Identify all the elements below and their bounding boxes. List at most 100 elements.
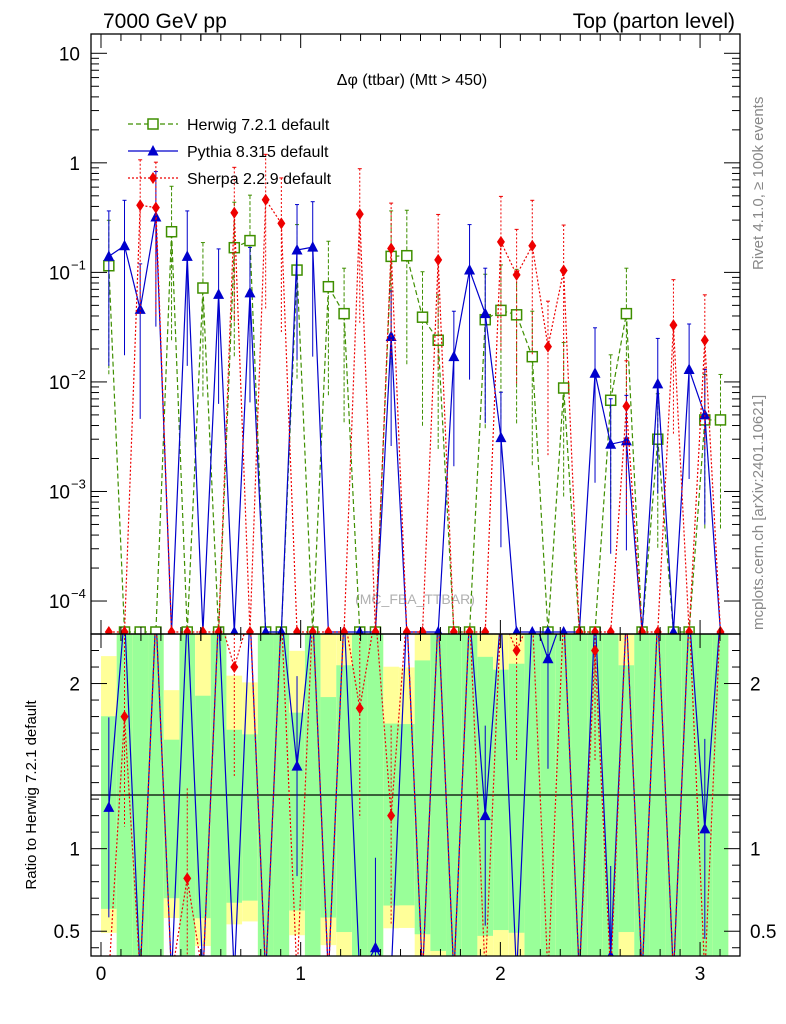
ratio-point [591,644,600,657]
data-point [181,250,193,261]
ratio-band-1sigma [320,697,337,918]
data-point [559,626,568,634]
data-point [622,400,631,413]
data-point [277,626,286,634]
data-point [338,307,350,320]
data-point [355,626,364,634]
data-point [685,626,694,634]
ratio-band-1sigma [618,665,635,933]
data-point [669,626,678,634]
data-point [213,288,225,299]
legend-marker [149,172,157,184]
data-point [261,626,270,634]
y-tick-label: 10 [59,44,80,65]
data-point [261,193,270,206]
series-1 [103,171,725,634]
x-tick-label: 1 [295,964,306,985]
ratio-band-1sigma [508,663,525,933]
data-point [324,626,333,634]
series-line [108,216,722,633]
data-point [277,217,286,230]
ratio-band-1sigma [399,724,415,906]
data-point [559,264,568,277]
ratio-y-tick-label-right: 1 [750,840,761,861]
data-point [120,626,129,634]
data-point [291,244,303,255]
data-point [322,280,335,293]
ratio-point [607,950,614,956]
data-point [401,249,413,262]
y-tick-label: 1 [69,154,80,175]
y-tick-label: 10 [49,592,70,613]
data-point [557,382,570,394]
y-tick-label: 10 [49,373,70,394]
ratio-band-1sigma [430,634,446,951]
ratio-point [542,652,554,664]
ratio-y-tick-label: 2 [69,675,80,696]
legend-label: Pythia 8.315 default [187,144,329,161]
ratio-y-tick-label: 0.5 [54,922,80,943]
header-left: 7000 GeV pp [103,10,227,33]
data-point [528,239,537,252]
ratio-band-1sigma [226,729,243,903]
data-point [165,225,178,238]
data-point [244,234,256,247]
main-series-layer [103,153,727,634]
ratio-band-1sigma [195,695,211,919]
ratio-point [355,702,364,715]
ratio-band-1sigma [242,734,258,901]
data-point [136,199,145,212]
data-point [449,626,458,634]
data-point [620,434,632,446]
data-point [244,286,256,298]
data-point [104,626,113,634]
ratio-point [369,941,381,953]
data-point [183,626,192,634]
data-point [512,626,521,634]
data-point [683,363,695,374]
ratio-series-layer [103,634,721,956]
rivet-version-label: Rivet 4.1.0, ≥ 100k events [750,97,767,270]
data-point [699,408,711,420]
ratio-band-1sigma [493,669,509,931]
data-point [371,626,380,634]
data-point [606,626,615,634]
ratio-series-1 [109,634,721,956]
data-point [512,268,521,281]
data-point [700,334,709,347]
mcplots-label: mcplots.cern.ch [arXiv:2401.10621] [750,395,767,630]
data-point [151,201,160,214]
data-point [605,438,617,449]
data-point [543,626,553,634]
y-tick-label: 10 [49,263,70,284]
ratio-band-1sigma [336,665,352,933]
data-point [245,626,254,634]
data-point [293,626,302,634]
series-2 [104,153,725,634]
ratio-y-tick-label: 1 [69,840,80,861]
data-point [340,626,349,634]
ratio-point [183,872,192,885]
header-right: Top (parton level) [573,10,735,33]
data-point [402,626,411,634]
data-point [119,239,131,251]
legend-marker [147,145,159,156]
data-point [495,431,507,443]
data-point [669,319,678,332]
data-point [652,377,664,389]
data-point [103,250,115,261]
legend: Herwig 7.2.1 default Pythia 8.315 default… [128,117,332,188]
x-tick-label: 2 [495,964,506,985]
ratio-y-tick-label-right: 0.5 [750,922,776,943]
ratio-band-1sigma [414,660,431,935]
data-point [134,626,146,634]
ratio-point [512,644,521,657]
data-point [589,367,601,378]
x-tick-label: 3 [695,964,706,985]
data-point [448,350,460,362]
y-tick-exponent: −4 [71,586,86,601]
series-0 [103,185,727,634]
ratio-y-axis-label: Ratio to Herwig 7.2.1 default [23,700,40,890]
series-line [108,197,722,633]
